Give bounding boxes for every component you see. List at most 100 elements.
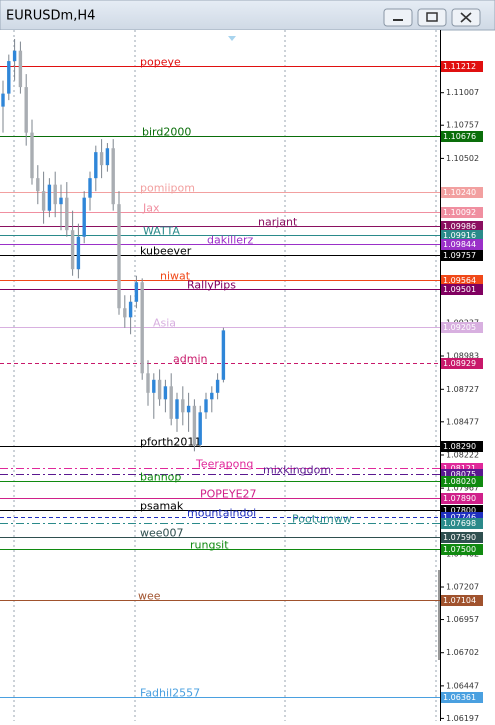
level-label: Jax — [142, 202, 160, 215]
candle-body — [18, 50, 23, 88]
price-label-box — [441, 322, 483, 333]
candle-body — [163, 386, 168, 400]
price-label: 1.09986 — [443, 222, 476, 231]
price-label: 1.09916 — [443, 231, 476, 240]
level-label: psamak — [140, 500, 184, 513]
level-label: Teerapong — [195, 458, 253, 471]
level-label: kubeever — [140, 245, 192, 258]
level-label: niwat — [160, 270, 191, 283]
price-label-box — [441, 544, 483, 555]
candle-body — [65, 197, 69, 231]
price-label: 1.08020 — [443, 477, 476, 486]
y-tick-label: 1.07967 — [446, 484, 479, 493]
price-label-box — [441, 505, 483, 516]
price-label-box — [441, 61, 483, 72]
candle-body — [157, 379, 162, 400]
restore-button[interactable] — [417, 8, 447, 27]
level-label: rungsit — [190, 539, 229, 552]
price-label: 1.08290 — [443, 442, 476, 451]
candle-body — [140, 282, 144, 374]
price-label: 1.10092 — [443, 208, 476, 217]
candle-body — [1, 93, 5, 107]
price-label-box — [441, 512, 483, 523]
level-label: narjant — [258, 216, 298, 229]
window-title: EURUSDm,H4 — [6, 9, 95, 24]
y-tick-label: 1.08477 — [446, 417, 479, 426]
window-buttons[interactable] — [383, 8, 481, 27]
candle-body — [30, 132, 34, 179]
candle-body — [181, 399, 185, 413]
candle-body — [105, 148, 110, 166]
price-label: 1.07590 — [443, 533, 476, 542]
scroll-indicator — [438, 570, 440, 660]
price-label: 1.08929 — [443, 359, 476, 368]
candle-body — [152, 379, 156, 393]
y-tick-label: 1.07207 — [446, 583, 479, 592]
candle-body — [76, 236, 81, 270]
price-labels: 1.11212 1.10676 1.10240 1.10092 1.099861.099… — [441, 61, 483, 703]
restore-icon — [426, 12, 438, 22]
candle-body — [204, 399, 208, 413]
level-label: wee — [138, 590, 161, 603]
candle-body — [169, 386, 173, 419]
price-label: 1.09844 — [443, 240, 476, 249]
price-label: 1.07500 — [443, 545, 476, 554]
candle-body — [123, 308, 127, 318]
minimize-button[interactable] — [383, 8, 413, 27]
candle-body — [88, 178, 92, 198]
price-label: 1.08075 — [443, 470, 476, 479]
price-label-box — [441, 518, 483, 529]
price-label: 1.09564 — [443, 276, 476, 285]
level-label: mountaindoi — [187, 507, 256, 520]
candle-body — [59, 197, 63, 205]
candle-body — [41, 191, 46, 211]
candle-body — [146, 373, 150, 393]
candle-body — [175, 399, 179, 419]
candle-body — [70, 230, 75, 270]
candle-body — [210, 392, 214, 400]
y-tick-label: 1.06447 — [446, 681, 479, 690]
price-label: 1.09205 — [443, 323, 476, 332]
price-label: 1.09757 — [443, 251, 476, 260]
price-label-box — [441, 358, 483, 369]
y-tick-label: 1.10757 — [446, 121, 479, 130]
price-label-box — [441, 595, 483, 606]
candle-body — [198, 412, 202, 445]
candle-body — [53, 184, 57, 205]
levels: popeye bird2000 pomiipom Jax narjant WATTA dak… — [0, 56, 440, 700]
y-tick-label: 1.06702 — [446, 648, 479, 657]
candle-body — [128, 301, 133, 318]
candle-body — [111, 148, 115, 205]
y-tick-label: 1.10502 — [446, 154, 479, 163]
price-label-box — [441, 441, 483, 452]
price-label-box — [441, 250, 483, 261]
candle-body — [24, 87, 28, 133]
level-label: Asia — [153, 317, 176, 330]
level-label: mixkingdom — [263, 464, 331, 477]
price-label-box — [441, 476, 483, 487]
price-label: 1.07890 — [443, 494, 476, 503]
plot-area — [0, 30, 440, 721]
price-label-box — [441, 469, 483, 480]
level-label: pomiipom — [140, 182, 195, 195]
candle-body — [36, 178, 40, 192]
price-label: 1.07104 — [443, 596, 476, 605]
level-label: RallyPips — [187, 279, 236, 292]
y-tick-label: 1.06197 — [446, 714, 479, 721]
price-label: 1.08121 — [443, 464, 476, 473]
price-label-box — [441, 131, 483, 142]
price-label: 1.11212 — [443, 62, 476, 71]
y-tick-label: 1.08727 — [446, 385, 479, 394]
shift-marker — [228, 36, 236, 41]
price-label-box — [441, 239, 483, 250]
level-label: popeye — [140, 56, 181, 69]
price-label-box — [441, 284, 483, 295]
y-tick-label: 1.11007 — [446, 88, 479, 97]
time-grid — [13, 30, 437, 721]
level-label: wee007 — [140, 527, 184, 540]
price-label-box — [441, 532, 483, 543]
price-label-box — [441, 207, 483, 218]
price-label: 1.10676 — [443, 132, 476, 141]
candle-body — [134, 282, 139, 302]
